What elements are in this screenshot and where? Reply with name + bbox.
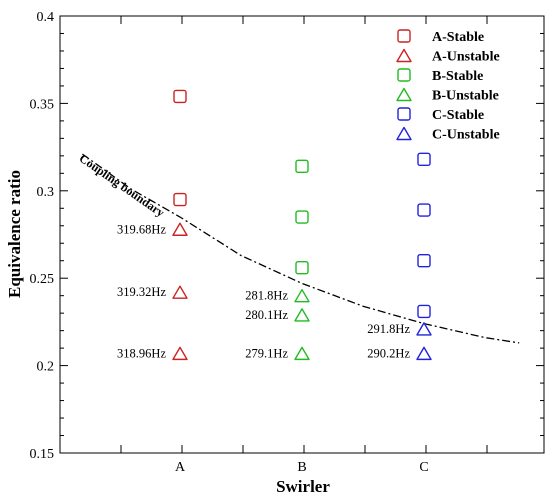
frequency-label: 318.96Hz: [117, 346, 166, 360]
stable-marker: [173, 192, 187, 207]
x-tick-label: A: [175, 460, 186, 475]
x-tick-label: B: [297, 460, 306, 475]
y-tick-label: 0.3: [37, 185, 55, 200]
y-tick-label: 0.4: [37, 10, 55, 25]
frequency-label: 319.68Hz: [117, 222, 166, 236]
stable-marker: [417, 152, 431, 167]
stable-marker: [417, 254, 431, 268]
legend-label: A-Stable: [432, 30, 484, 45]
legend-label: C-Unstable: [432, 128, 500, 143]
unstable-marker: [294, 308, 310, 322]
unstable-marker: [294, 346, 310, 361]
legend: A-Stable A-Unstable B-Stable B-Unstable C-St…: [396, 29, 500, 143]
stable-marker: [173, 89, 187, 104]
legend-marker: [396, 126, 412, 141]
stable-marker: [417, 304, 431, 319]
data-markers: [172, 89, 432, 361]
stable-marker: [295, 159, 309, 174]
legend-label: A-Unstable: [432, 50, 500, 65]
boundary-label: Coupling boundary: [77, 151, 167, 220]
stable-marker: [417, 203, 431, 217]
y-tick-labels: 0.15 0.2 0.25 0.3 0.35 0.4: [30, 10, 55, 462]
legend-marker: [397, 107, 411, 121]
y-tick-label: 0.2: [37, 360, 55, 375]
axis-ticks: [59, 15, 544, 454]
plot-frame: [59, 15, 545, 454]
legend-marker: [396, 48, 412, 63]
legend-marker: [396, 87, 412, 102]
frequency-label: 281.8Hz: [245, 289, 288, 303]
unstable-marker: [416, 346, 432, 361]
unstable-marker: [416, 322, 432, 336]
legend-label: B-Stable: [432, 69, 483, 84]
frequency-label: 280.1Hz: [245, 308, 288, 322]
stable-marker: [295, 210, 309, 224]
y-tick-label: 0.15: [30, 447, 55, 462]
legend-marker: [397, 29, 411, 43]
legend-label: B-Unstable: [432, 89, 499, 104]
unstable-marker: [172, 222, 188, 236]
x-tick-labels: A B C: [175, 460, 429, 475]
coupling-boundary: Coupling boundary: [77, 151, 520, 344]
unstable-marker: [172, 346, 188, 361]
frequency-label: 319.32Hz: [117, 285, 166, 299]
frequency-label: 290.2Hz: [367, 346, 410, 360]
y-tick-label: 0.25: [30, 272, 55, 287]
legend-label: C-Stable: [432, 108, 484, 123]
stable-marker: [295, 261, 309, 275]
frequency-label: 279.1Hz: [245, 346, 288, 360]
x-tick-label: C: [419, 460, 428, 475]
x-axis-title: Swirler: [276, 477, 330, 496]
y-tick-label: 0.35: [30, 97, 55, 112]
y-axis-title: Equivalence ratio: [5, 170, 24, 298]
legend-marker: [397, 68, 411, 82]
frequency-label: 291.8Hz: [367, 322, 410, 336]
unstable-marker: [172, 285, 188, 299]
frequency-annotations: 319.68Hz 319.32Hz 318.96Hz 281.8Hz 280.1Hz 27…: [117, 222, 410, 360]
boundary-line: [82, 153, 520, 344]
unstable-marker: [294, 288, 310, 303]
